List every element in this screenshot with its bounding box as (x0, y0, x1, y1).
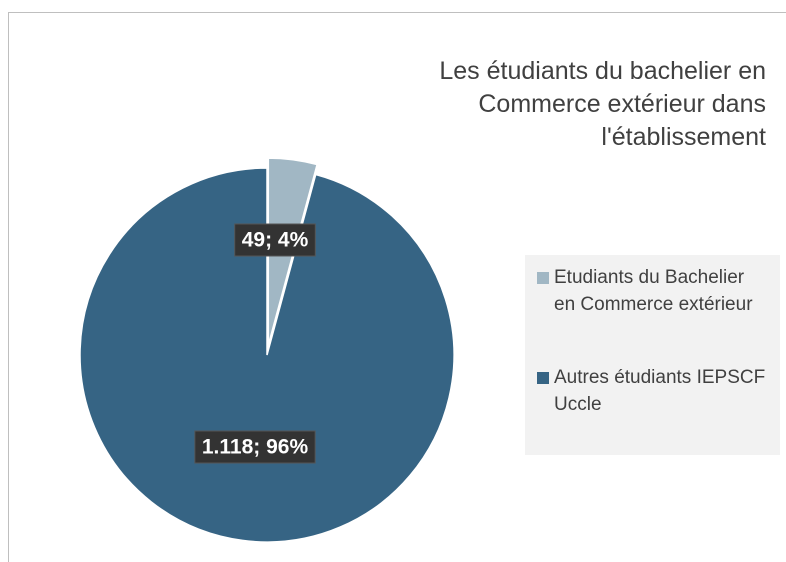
legend-item: Etudiants du Bachelier en Commerce extér… (537, 264, 777, 318)
data-label-text: 49; 4% (242, 229, 309, 252)
data-label (194, 430, 316, 464)
legend-label: Etudiants du Bachelier en Commerce extér… (554, 267, 753, 315)
legend-swatch (537, 372, 549, 384)
chart-title: Les étudiants du bachelier en Commerce e… (439, 57, 766, 151)
legend: Etudiants du Bachelier en Commerce extér… (525, 255, 780, 455)
legend-label: Autres étudiants IEPSCF Uccle (554, 367, 766, 415)
pie-slice (79, 167, 455, 543)
data-label-text: 1.118; 96% (202, 436, 309, 459)
legend-item: Autres étudiants IEPSCF Uccle (537, 364, 777, 418)
data-label-box (194, 430, 316, 464)
data-label (234, 223, 316, 257)
data-label-box (234, 223, 316, 257)
legend-swatch (537, 272, 549, 284)
